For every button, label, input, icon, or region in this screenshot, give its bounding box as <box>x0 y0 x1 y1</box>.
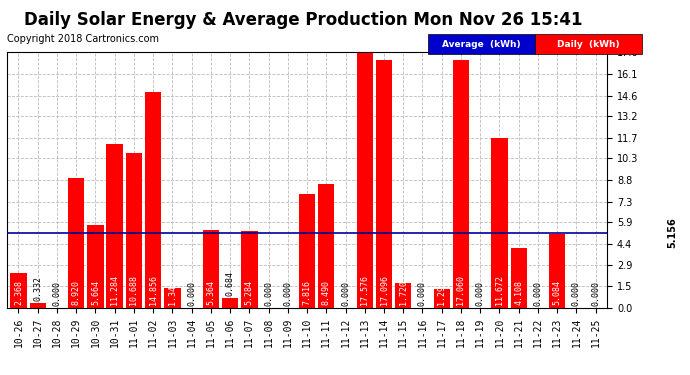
Bar <box>145 92 161 308</box>
Text: 0.000: 0.000 <box>341 281 350 306</box>
Text: 1.720: 1.720 <box>399 280 408 305</box>
Text: 14.856: 14.856 <box>148 275 157 305</box>
Text: 5.156: 5.156 <box>667 217 677 248</box>
Text: 0.000: 0.000 <box>533 281 542 306</box>
Bar <box>433 289 450 308</box>
Text: 0.000: 0.000 <box>475 281 484 306</box>
Text: Average  (kWh): Average (kWh) <box>442 40 520 49</box>
Text: 0.684: 0.684 <box>226 271 235 296</box>
Text: 0.000: 0.000 <box>284 281 293 306</box>
Text: 5.084: 5.084 <box>553 280 562 305</box>
Bar <box>299 194 315 308</box>
Text: 17.576: 17.576 <box>360 275 369 305</box>
Text: Daily Solar Energy & Average Production Mon Nov 26 15:41: Daily Solar Energy & Average Production … <box>24 11 583 29</box>
Bar <box>318 184 335 308</box>
Text: 8.920: 8.920 <box>72 280 81 305</box>
Text: 0.332: 0.332 <box>33 276 42 301</box>
Text: 11.284: 11.284 <box>110 275 119 305</box>
Text: 0.000: 0.000 <box>52 281 61 306</box>
Text: 0.000: 0.000 <box>187 281 196 306</box>
Bar <box>222 298 238 307</box>
Bar <box>106 144 123 308</box>
Text: 10.688: 10.688 <box>130 275 139 305</box>
Bar <box>453 60 469 308</box>
Bar <box>10 273 27 308</box>
Bar <box>511 248 527 308</box>
Text: Daily  (kWh): Daily (kWh) <box>557 40 620 49</box>
Bar <box>68 178 84 308</box>
Bar <box>126 153 142 308</box>
Text: 0.000: 0.000 <box>572 281 581 306</box>
Text: 1.292: 1.292 <box>437 280 446 305</box>
Bar <box>87 225 104 308</box>
Text: 4.108: 4.108 <box>514 280 523 305</box>
Text: 17.096: 17.096 <box>380 275 388 305</box>
Text: 0.000: 0.000 <box>591 281 600 306</box>
Text: 5.364: 5.364 <box>206 280 215 305</box>
Bar <box>549 234 565 308</box>
Text: 8.490: 8.490 <box>322 280 331 305</box>
Text: 11.672: 11.672 <box>495 275 504 305</box>
Bar <box>395 283 411 308</box>
Text: 0.000: 0.000 <box>264 281 273 306</box>
Text: 1.344: 1.344 <box>168 280 177 305</box>
Bar <box>30 303 46 307</box>
Bar <box>241 231 257 308</box>
Text: 0.000: 0.000 <box>418 281 427 306</box>
Bar <box>164 288 181 308</box>
Bar <box>491 138 508 308</box>
Bar <box>357 53 373 307</box>
Text: 5.664: 5.664 <box>91 280 100 305</box>
Text: 2.368: 2.368 <box>14 280 23 305</box>
Bar <box>203 230 219 308</box>
Text: 7.816: 7.816 <box>302 280 312 305</box>
Text: 17.060: 17.060 <box>457 275 466 305</box>
Bar <box>376 60 392 308</box>
Text: 5.284: 5.284 <box>245 280 254 305</box>
Text: Copyright 2018 Cartronics.com: Copyright 2018 Cartronics.com <box>7 34 159 44</box>
